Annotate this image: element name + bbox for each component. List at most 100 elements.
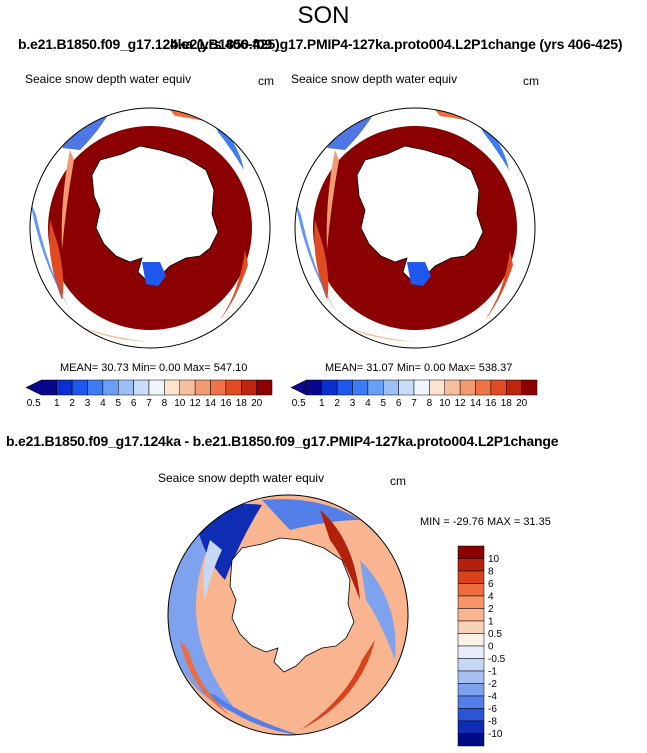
overlapping-run-titles: b.e21.B1850.f09_g17.124ka (yrs 406-425) … [18,36,623,52]
left-run-title: b.e21.B1850.f09_g17.124ka (yrs 406-425) [18,36,280,52]
right-map [294,107,536,349]
left-colorbar-swatch [194,379,211,396]
right-colorbar-tick-label: 1 [319,398,325,409]
left-colorbar-swatch [164,379,180,396]
difference-colorbar-swatch [457,545,485,559]
right-map-variable-label: Seaice snow depth water equiv [291,72,458,86]
left-colorbar-tick-label: 2 [69,398,75,409]
difference-colorbar-tick-label: 0 [488,642,494,653]
left-colorbar-swatch [118,379,134,396]
difference-colorbar-tick-label: -0.5 [488,654,506,665]
difference-colorbar-swatch [457,583,485,597]
diff-map-units: cm [390,474,406,488]
left-colorbar-tick-label: 8 [162,398,168,409]
difference-colorbar-tick-label: 4 [488,592,494,603]
left-colorbar-swatch [241,379,257,396]
difference-colorbar-swatch [457,683,485,697]
right-colorbar-swatch [352,379,369,396]
difference-colorbar-swatch [457,658,485,672]
left-colorbar-tick-label: 1 [54,398,60,409]
right-colorbar-swatch [490,379,507,396]
difference-colorbar-swatch [457,670,485,684]
left-colorbar-tick-label: 0.5 [27,398,41,409]
left-colorbar-swatch [87,379,104,396]
right-run-title: b.e21.B1850.f09_g17.PMIP4-127ka.proto004… [170,36,623,52]
right-colorbar-tick-label: 12 [455,398,467,409]
right-colorbar-swatch [413,379,430,396]
right-colorbar-tick-label: 8 [427,398,433,409]
difference-colorbar-swatch [457,595,485,609]
left-colorbar-swatch [56,379,73,396]
difference-colorbar-tick-label: -10 [488,729,503,740]
left-map-antarctica [91,145,219,283]
difference-colorbar-tick-label: 8 [488,567,494,578]
left-colorbar-swatch [133,379,150,396]
right-colorbar-tick-label: 6 [396,398,402,409]
difference-colorbar-swatch [457,570,485,584]
left-colorbar-swatch [102,379,119,396]
right-colorbar-swatch [521,379,538,396]
difference-colorbar-swatch [457,620,485,634]
right-colorbar-low-end [290,379,307,396]
left-colorbar-tick-label: 6 [131,398,137,409]
left-map-units: cm [258,74,274,88]
right-colorbar-swatch [367,379,384,396]
difference-colorbar-tick-label: 2 [488,604,494,615]
difference-colorbar-swatch [457,733,485,747]
right-colorbar-swatch [444,379,461,396]
difference-colorbar-swatch [457,608,485,622]
right-colorbar-swatch [321,379,338,396]
difference-colorbar-swatch [457,720,485,734]
right-colorbar-swatch [475,379,492,396]
left-colorbar-tick-label: 12 [190,398,202,409]
left-colorbar: 0.5 1 2 3 4 5 6 7 8 10 12 14 16 18 20 [25,379,273,409]
difference-colorbar-swatch [457,633,485,647]
difference-title: b.e21.B1850.f09_g17.124ka - b.e21.B1850.… [6,433,559,449]
right-colorbar-tick-label: 14 [470,398,482,409]
left-colorbar-tick-label: 16 [220,398,232,409]
difference-colorbar-swatch [457,645,485,659]
difference-colorbar-tick-label: 10 [488,554,500,565]
right-colorbar-tick-label: 4 [365,398,371,409]
left-colorbar-tick-label: 5 [115,398,121,409]
right-colorbar-swatch [336,379,353,396]
difference-colorbar-tick-label: 1 [488,617,494,628]
difference-colorbar-tick-label: -6 [488,704,497,715]
right-colorbar-tick-label: 0.5 [292,398,306,409]
left-colorbar-tick-label: 10 [174,398,186,409]
difference-colorbar-tick-label: 0.5 [488,629,502,640]
left-colorbar-tick-label: 14 [205,398,217,409]
left-map-variable-label: Seaice snow depth water equiv [25,72,192,86]
right-map-units: cm [523,74,539,88]
left-colorbar-tick-label: 20 [251,398,263,409]
difference-colorbar-tick-label: -2 [488,679,497,690]
left-colorbar-swatch [225,379,242,396]
difference-colorbar-tick-label: -4 [488,692,497,703]
diff-map-stats: MIN = -29.76 MAX = 31.35 [420,516,551,528]
left-map-stats: MEAN= 30.73 Min= 0.00 Max= 547.10 [60,362,248,374]
right-colorbar-tick-label: 10 [439,398,451,409]
right-colorbar-tick-label: 16 [485,398,497,409]
right-colorbar-swatch [398,379,415,396]
right-map-stats: MEAN= 31.07 Min= 0.00 Max= 538.37 [325,362,513,374]
right-map-antarctica [356,145,484,283]
right-colorbar-swatch [383,379,399,396]
right-colorbar-swatch [429,379,445,396]
season-title: SON [297,2,350,29]
left-colorbar-swatch [210,379,227,396]
difference-colorbar-tick-label: -8 [488,717,497,728]
left-colorbar-swatch [256,379,273,396]
left-colorbar-low-end [25,379,42,396]
right-colorbar-swatch [306,379,322,396]
difference-colorbar-swatch [457,708,485,722]
left-map [29,107,271,349]
difference-colorbar-tick-label: 6 [488,579,494,590]
right-colorbar-tick-label: 18 [501,398,513,409]
right-colorbar: 0.5 1 2 3 4 5 6 7 8 10 12 14 16 18 20 [290,379,538,409]
right-colorbar-tick-label: 3 [350,398,356,409]
left-colorbar-swatch [148,379,165,396]
left-colorbar-swatch [41,379,57,396]
right-colorbar-tick-label: 2 [334,398,340,409]
left-colorbar-tick-label: 7 [146,398,152,409]
